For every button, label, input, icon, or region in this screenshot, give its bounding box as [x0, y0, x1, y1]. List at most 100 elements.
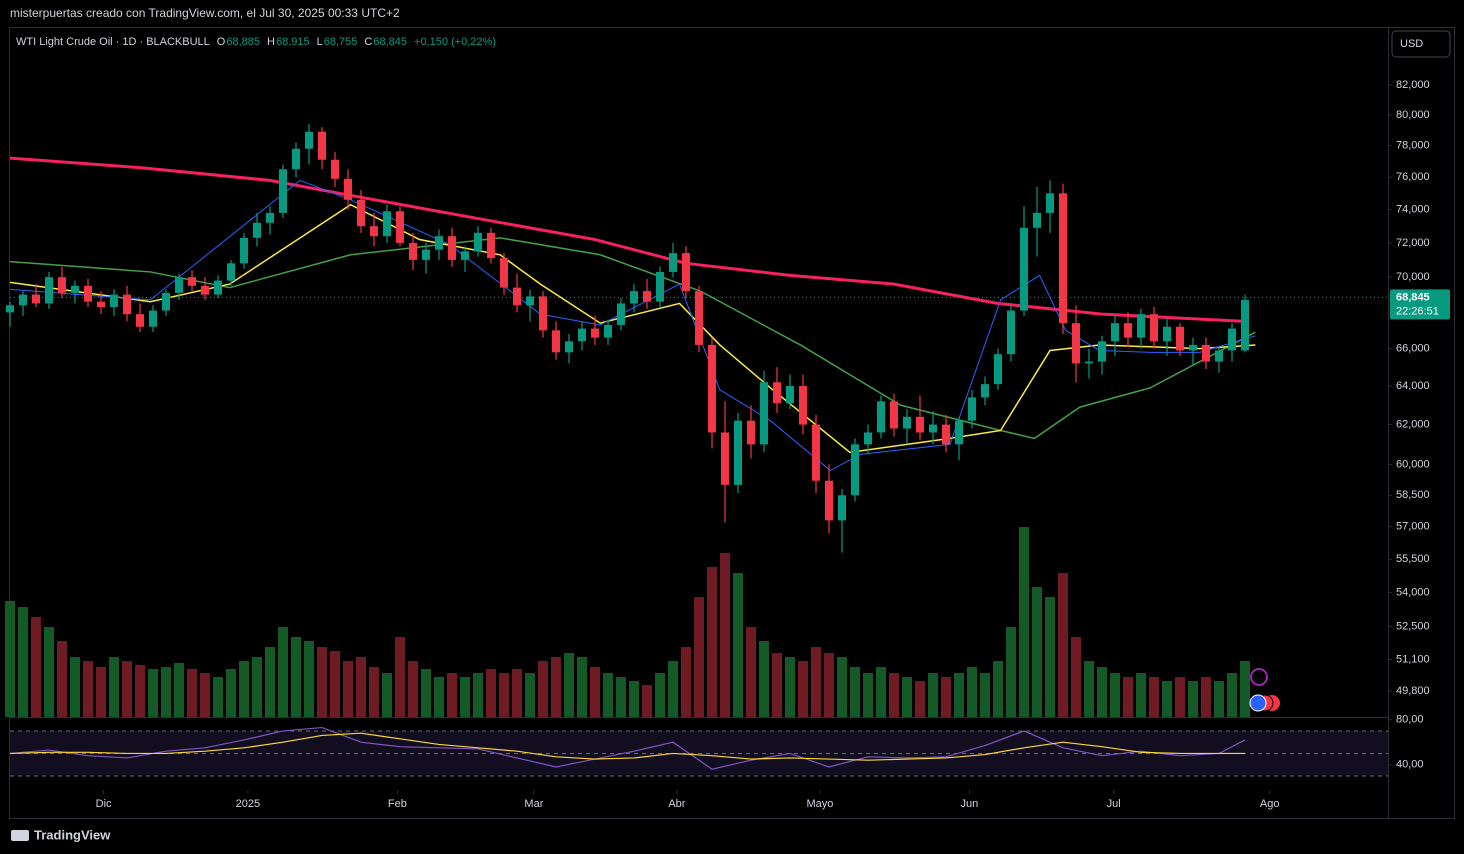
event-icon[interactable] [1249, 694, 1267, 712]
candle-body [903, 416, 911, 429]
candle-body [279, 169, 287, 213]
candle-body [643, 291, 651, 302]
candle-body [539, 296, 547, 331]
volume-bar [655, 673, 665, 717]
volume-bar [1006, 627, 1016, 717]
volume-bar [382, 673, 392, 717]
candle-body [448, 236, 456, 260]
candle-body [968, 397, 976, 421]
candle-body [929, 424, 937, 433]
candle-body [45, 277, 53, 304]
volume-bar [1136, 673, 1146, 717]
y-tick-label: 72,000 [1396, 237, 1430, 249]
volume-bar [70, 657, 80, 717]
volume-bar [616, 677, 626, 717]
volume-bar [486, 669, 496, 717]
volume-bar [330, 651, 340, 717]
volume-bar [1045, 597, 1055, 717]
volume-bar [499, 673, 509, 717]
candle-body [890, 401, 898, 429]
y-tick-label: 58,500 [1396, 489, 1430, 501]
last-price-label: 68,845 [1396, 291, 1430, 303]
volume-bar [1032, 587, 1042, 717]
candle-body [19, 294, 27, 306]
volume-bar [785, 657, 795, 717]
candle-body [32, 294, 40, 304]
volume-bar [395, 637, 405, 717]
candle-body [526, 296, 534, 306]
volume-bar [642, 685, 652, 717]
candle-body [123, 294, 131, 315]
candle-body [344, 178, 352, 200]
currency[interactable]: USD [1400, 38, 1423, 50]
volume-bar [1201, 677, 1211, 717]
y-tick-label: 62,000 [1396, 419, 1430, 431]
legend-open-label: O [217, 36, 226, 48]
volume-bar [525, 673, 535, 717]
candle-body [331, 159, 339, 179]
candle-body [253, 222, 261, 238]
candle-body [396, 211, 404, 243]
volume-bar [707, 567, 717, 717]
x-tick-label: Mayo [806, 798, 833, 810]
candle-body [1202, 344, 1210, 362]
volume-bar [473, 673, 483, 717]
candle-body [422, 249, 430, 260]
x-tick-label: Feb [388, 798, 407, 810]
volume-bar [421, 669, 431, 717]
candle-body [864, 432, 872, 445]
legend-change: +0,150 (+0,22%) [414, 36, 496, 48]
volume-bar [1123, 677, 1133, 717]
volume-bar [1110, 673, 1120, 717]
candle-body [942, 424, 950, 445]
candle-body [1111, 323, 1119, 342]
candle-body [552, 330, 560, 353]
volume-bar [928, 673, 938, 717]
x-tick-label: 2025 [236, 798, 260, 810]
candle-body [747, 420, 755, 445]
candle-body [656, 271, 664, 302]
candle-body [1007, 310, 1015, 355]
legend-low: 68,755 [324, 36, 358, 48]
legend-close-label: C [364, 36, 372, 48]
y-tick-label: 60,000 [1396, 458, 1430, 470]
volume-bar [902, 677, 912, 717]
volume-bar [1240, 661, 1250, 717]
panel-border [9, 27, 1455, 819]
volume-bar [265, 647, 275, 717]
candle-body [1085, 361, 1093, 364]
volume-bar [954, 673, 964, 717]
y-tick-label: 74,000 [1396, 204, 1430, 216]
volume-bar [759, 641, 769, 717]
candle-body [682, 253, 690, 292]
y-tick-label: 70,000 [1396, 271, 1430, 283]
alert-icon[interactable] [1250, 668, 1268, 686]
currency-button[interactable] [1391, 30, 1451, 58]
footer-brand: TradingView [34, 827, 111, 842]
x-tick-label: Jul [1107, 798, 1121, 810]
candle-body [994, 354, 1002, 385]
volume-bar [824, 653, 834, 717]
rsi-line [9, 732, 1245, 761]
volume-bar [343, 661, 353, 717]
volume-bar [629, 681, 639, 717]
volume-bar [1162, 681, 1172, 717]
y-tick-label: 76,000 [1396, 171, 1430, 183]
candle-body [1228, 328, 1236, 351]
moving-average [9, 156, 1246, 323]
candle-body [1098, 341, 1106, 362]
volume-bar [1019, 527, 1029, 717]
volume-bar [915, 681, 925, 717]
volume-bar [980, 673, 990, 717]
volume-bar [1058, 573, 1068, 717]
candle-body [305, 131, 313, 149]
y-tick-label: 51,100 [1396, 653, 1430, 665]
candle-body [58, 277, 66, 293]
volume-bar [252, 657, 262, 717]
volume-bar [1149, 677, 1159, 717]
volume-bar [668, 661, 678, 717]
candle-body [825, 480, 833, 521]
volume-bar [174, 663, 184, 717]
legend-close: 68,845 [373, 36, 407, 48]
volume-bar [135, 665, 145, 717]
